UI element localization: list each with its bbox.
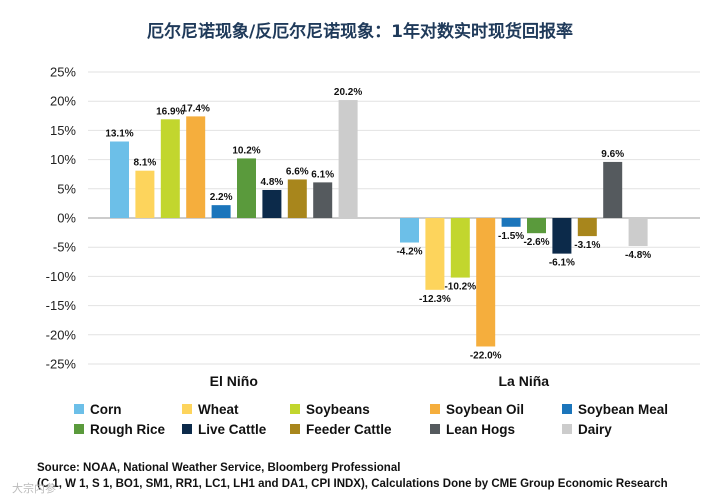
legend-swatch [290, 404, 300, 414]
data-label: 4.8% [261, 177, 284, 188]
legend-label: Wheat [198, 402, 239, 417]
legend-swatch [74, 404, 84, 414]
data-labels: 13.1% 8.1% 16.9%17.4% 2.2% 10.2% 4.8%6.6% 6.1%… [105, 87, 651, 361]
bar [211, 205, 231, 218]
data-label: -3.1% [574, 240, 600, 251]
bar [186, 116, 206, 218]
x-category-label: La Niña [499, 373, 550, 389]
bar [501, 218, 521, 227]
y-axis-ticks: 25% 20% 15% 10% 5% 0% -5% -10% -15% -20% -25% [46, 65, 77, 372]
legend-label: Corn [90, 402, 122, 417]
data-label: -6.1% [549, 258, 575, 269]
bar [527, 218, 546, 234]
legend-swatch [182, 424, 192, 434]
y-tick-label: 5% [57, 181, 76, 196]
x-category-label: El Niño [210, 373, 258, 389]
bar [338, 100, 358, 218]
data-label: 8.1% [134, 158, 157, 169]
bar [425, 218, 445, 290]
legend-label: Soybean Meal [578, 402, 668, 417]
y-tick-label: 10% [50, 152, 76, 167]
y-tick-label: -5% [53, 240, 77, 255]
legend-label: Soybean Oil [446, 402, 524, 417]
y-tick-label: -25% [46, 357, 77, 372]
bar [552, 218, 572, 254]
legend-swatch [74, 424, 84, 434]
legend-label: Dairy [578, 422, 612, 437]
data-label: 10.2% [232, 145, 260, 156]
bar [237, 158, 256, 218]
bar [262, 189, 282, 218]
bar [603, 161, 623, 218]
data-label: 20.2% [334, 87, 362, 98]
data-label: 13.1% [105, 128, 133, 139]
y-tick-label: -10% [46, 269, 77, 284]
legend-label: Rough Rice [90, 422, 165, 437]
x-axis-categories: El Niño La Niña [210, 373, 550, 389]
legend-label: Lean Hogs [446, 422, 515, 437]
source-line-1: Source: NOAA, National Weather Service, … [37, 462, 400, 474]
y-tick-label: -15% [46, 298, 77, 313]
data-label: -4.2% [396, 247, 422, 258]
y-tick-label: 25% [50, 65, 76, 80]
legend-label: Feeder Cattle [306, 422, 392, 437]
data-label: 16.9% [156, 106, 184, 117]
data-label: -10.2% [444, 282, 476, 293]
bar [287, 179, 307, 218]
legend-swatch [562, 404, 572, 414]
data-label: -12.3% [419, 294, 451, 305]
source-line-2: (C 1, W 1, S 1, BO1, SM1, RR1, LC1, LH1 … [37, 478, 668, 490]
bar [400, 218, 419, 243]
bar [577, 218, 597, 237]
chart-title: 厄尔尼诺现象/反厄尔尼诺现象：1年对数实时现货回报率 [147, 21, 573, 42]
data-label: 6.1% [311, 169, 334, 180]
data-label: 6.6% [286, 166, 309, 177]
watermark: 大宗内参 [12, 481, 56, 495]
data-label: 2.2% [210, 192, 233, 203]
legend-swatch [430, 424, 440, 434]
bar [628, 218, 648, 247]
data-label: 9.6% [601, 149, 624, 160]
y-tick-label: 15% [50, 123, 76, 138]
legend-label: Soybeans [306, 402, 370, 417]
data-label: -1.5% [498, 231, 524, 242]
y-tick-label: 0% [57, 211, 76, 226]
data-label: 17.4% [182, 103, 210, 114]
y-tick-label: 20% [50, 94, 76, 109]
bar [110, 141, 129, 218]
legend-swatch [290, 424, 300, 434]
legend-swatch [182, 404, 192, 414]
legend: Corn Wheat Soybeans Soybean Oil Soybean Meal… [74, 402, 668, 437]
data-label: -4.8% [625, 250, 651, 261]
bar [135, 170, 155, 218]
bar [450, 218, 470, 278]
legend-swatch [430, 404, 440, 414]
data-label: -2.6% [523, 237, 549, 248]
bars [110, 100, 648, 347]
bar [476, 218, 496, 347]
y-tick-label: -20% [46, 327, 77, 342]
bar [313, 182, 333, 218]
legend-label: Live Cattle [198, 422, 267, 437]
data-label: -22.0% [470, 350, 502, 361]
bar [160, 119, 180, 218]
legend-swatch [562, 424, 572, 434]
